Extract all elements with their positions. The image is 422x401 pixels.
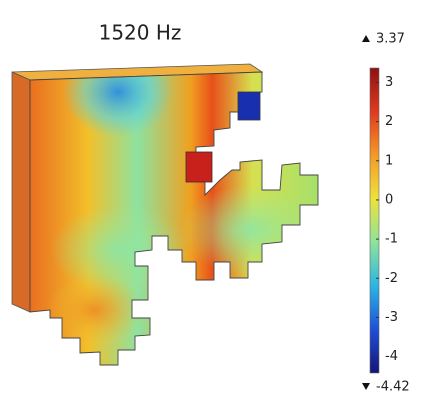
- tick-label: 3: [385, 75, 393, 90]
- max-marker: [362, 35, 370, 42]
- tick-label: -2: [385, 271, 398, 286]
- max-label: 3.37: [376, 32, 405, 47]
- tick-label: 0: [385, 192, 393, 207]
- colorbar: [369, 67, 380, 374]
- tick-label: 1: [385, 153, 393, 168]
- chart-title: 1520 Hz: [99, 21, 182, 45]
- tick-label: 2: [385, 114, 393, 129]
- model: [11, 63, 319, 366]
- tick-label: -4: [385, 349, 398, 364]
- min-marker: [362, 383, 370, 390]
- tick-label: -1: [385, 232, 398, 247]
- tick-label: -3: [385, 310, 398, 325]
- min-label: -4.42: [376, 380, 410, 395]
